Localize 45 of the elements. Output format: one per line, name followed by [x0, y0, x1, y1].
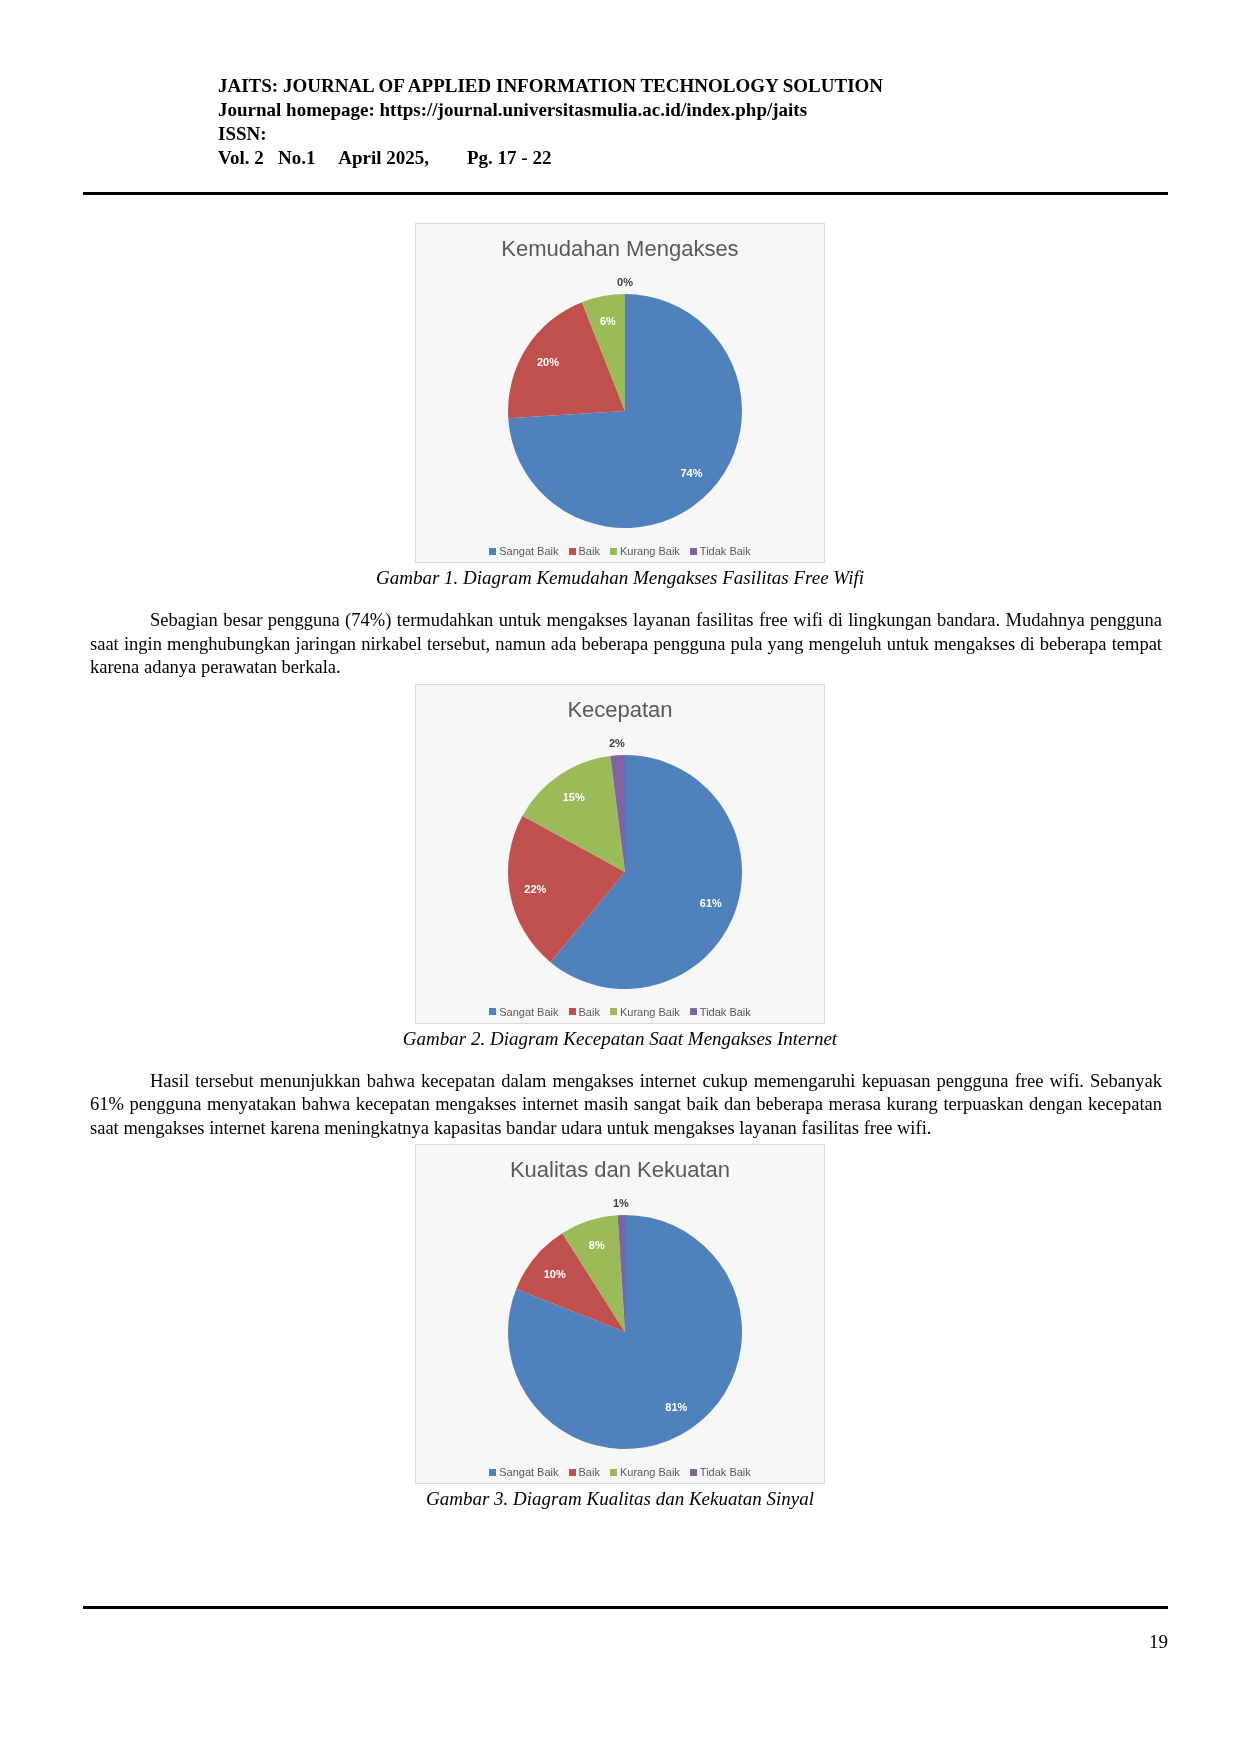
text: JAITS: JOURNAL OF APPLIED INFORMATION TECHNOLOGY SOLUTION	[218, 74, 885, 98]
text: Journal homepage: https://journal.universitasmulia.ac.id/index.php/jaits	[218, 98, 809, 122]
pie-slice	[581, 294, 625, 411]
data-label: 6%	[599, 315, 617, 328]
data-label: 2%	[608, 736, 626, 749]
chart-title: Kecepatan	[566, 695, 674, 724]
pie-slice	[516, 1233, 625, 1332]
data-label: 1%	[612, 1197, 630, 1210]
chart-title: Kualitas dan Kekuatan	[508, 1156, 732, 1184]
legend-label: Kurang Baik	[619, 1466, 680, 1478]
pie-slice	[508, 302, 625, 419]
text: Hasil tersebut menunjukkan bahwa kecepatan dalam mengakses internet cukup memengaruhi kepuasan pengguna free wifi. Sebanyak 61% pengguna menyatakan bahwa kecepatan mengakses internet masih sangat baik dan beberapa merasa kurang terpuaskan dengan kecepatan saat mengakses internet karena meningkatnya kapasitas bandar udara untuk mengakses layanan fasilitas free wifi.	[90, 1069, 1162, 1140]
legend-label: Kurang Baik	[619, 1005, 680, 1018]
text: Sebagian besar pengguna (74%) termudahkan untuk mengakses layanan fasilitas free wifi di lingkungan bandara. Mudahnya pengguna saat ingin menghubungkan jaringan nirkabel tersebut, namun ada beberapa pengguna pula yang mengeluh untuk mengakses di beberapa tempat karena adanya perawatan berkala.	[90, 609, 1162, 679]
data-label: 81%	[665, 1401, 688, 1414]
pie-slice	[508, 815, 625, 962]
text: 0%	[617, 276, 633, 288]
text: Vol. 2 No.1 April 2025, Pg. 17 - 22	[218, 146, 553, 170]
text: ISSN:	[218, 122, 268, 146]
data-label: 20%	[536, 356, 560, 369]
legend-label: Sangat Baik	[499, 545, 559, 557]
text: Gambar 2. Diagram Kecepatan Saat Mengakses Internet	[401, 1027, 839, 1050]
legend-label: Baik	[578, 545, 600, 557]
data-label: 74%	[680, 467, 703, 480]
legend-label: Baik	[578, 1005, 600, 1018]
legend-label: Baik	[578, 1466, 600, 1478]
chart-title: Kemudahan Mengakses	[500, 235, 740, 263]
data-label: 10%	[543, 1267, 566, 1280]
legend-label: Tidak Baik	[699, 1466, 751, 1478]
data-label: 15%	[562, 790, 585, 803]
pie-slice	[508, 294, 742, 528]
data-label: 22%	[524, 882, 547, 895]
text: 19	[1148, 1631, 1168, 1653]
legend-label: Kurang Baik	[619, 545, 680, 557]
pie-slice	[550, 754, 742, 989]
legend-label: Tidak Baik	[699, 1005, 751, 1018]
data-label: 61%	[699, 896, 723, 909]
pie-slice	[522, 755, 625, 872]
text: Gambar 1. Diagram Kemudahan Mengakses Fasilitas Free Wifi	[375, 567, 865, 589]
pie-slice	[508, 1215, 742, 1449]
legend-label: Sangat Baik	[499, 1466, 559, 1478]
data-label: 8%	[588, 1239, 605, 1252]
legend-label: Tidak Baik	[699, 545, 751, 557]
legend-label: Sangat Baik	[499, 1005, 559, 1018]
text: Gambar 3. Diagram Kualitas dan Kekuatan Sinyal	[425, 1488, 815, 1510]
